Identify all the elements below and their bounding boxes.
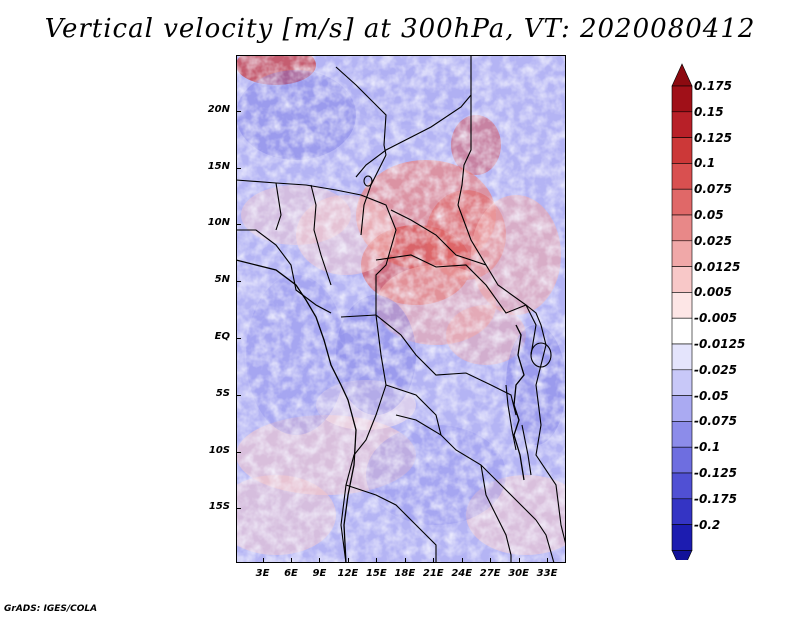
chart-title: Vertical velocity [m/s] at 300hPa, VT: 2… — [44, 14, 756, 44]
colorbar-segment — [671, 472, 693, 500]
colorbar-label: -0.125 — [694, 466, 737, 480]
lat-tick-label: 15N — [207, 160, 230, 172]
lon-tick-label: 24E — [451, 568, 473, 579]
lon-tick-mark — [490, 558, 492, 563]
colorbar-svg — [671, 63, 693, 560]
colorbar-label: -0.05 — [694, 388, 729, 403]
colorbar-label: -0.175 — [694, 491, 737, 506]
colorbar-label: -0.0125 — [694, 337, 746, 351]
lon-tick-label: 9E — [312, 568, 327, 579]
colorbar-label: 0.0125 — [694, 259, 741, 274]
map-canvas — [236, 55, 566, 563]
field-texture — [236, 55, 566, 563]
colorbar-segment — [671, 214, 693, 242]
colorbar-label: -0.075 — [694, 414, 737, 429]
lon-tick-label: 6E — [284, 568, 298, 579]
lat-tick-mark — [236, 281, 241, 283]
lat-tick-label: 10N — [207, 217, 230, 229]
lon-tick-label: 3E — [255, 568, 270, 579]
colorbar-segment — [671, 317, 693, 345]
lat-tick-label: 5N — [214, 274, 230, 286]
lat-tick-mark — [236, 451, 241, 453]
colorbar-segment — [671, 369, 693, 396]
lat-tick-mark — [236, 167, 241, 169]
lon-tick-label: 33E — [536, 568, 558, 579]
colorbar-label: -0.1 — [694, 440, 721, 455]
colorbar-label: -0.005 — [694, 311, 737, 326]
colorbar-segment — [671, 498, 693, 525]
lon-tick-mark — [347, 558, 349, 563]
colorbar-label: -0.025 — [694, 362, 737, 377]
colorbar-segment — [671, 395, 693, 422]
colorbar-segment — [671, 240, 693, 267]
colorbar-segment — [671, 446, 693, 474]
lon-tick-mark — [262, 558, 264, 563]
lon-tick-mark — [518, 558, 520, 563]
lat-tick-mark — [236, 110, 241, 112]
colorbar-segment — [671, 292, 693, 319]
lakes — [363, 175, 552, 476]
colorbar-label: -0.2 — [694, 517, 721, 532]
lat-tick-mark — [236, 224, 241, 226]
lat-tick-label: 5S — [215, 387, 230, 399]
colorbar-label: 0.175 — [694, 79, 732, 93]
lat-tick-label: 15S — [208, 501, 230, 513]
lat-tick-mark — [236, 508, 241, 510]
lon-tick-mark — [319, 558, 321, 563]
country-borders — [236, 55, 566, 563]
lon-tick-mark — [461, 558, 463, 563]
colorbar-label: 0.005 — [694, 285, 732, 300]
colorbar-label: 0.025 — [694, 233, 732, 248]
colorbar-segment — [671, 111, 693, 138]
colorbar-segment — [671, 524, 693, 551]
footer-credit: GrADS: IGES/COLA — [4, 604, 98, 614]
coastline — [236, 259, 525, 563]
colorbar-segment — [671, 163, 693, 190]
lat-tick-label: EQ — [214, 330, 230, 342]
colorbar-label: 0.15 — [694, 104, 724, 119]
lon-tick-label: 30E — [508, 568, 529, 579]
colorbar-label: 0.05 — [694, 208, 724, 222]
lat-tick-label: 10S — [208, 444, 230, 456]
colorbar-segment — [671, 85, 693, 113]
lon-tick-label: 18E — [394, 568, 416, 579]
lon-tick-label: 21E — [422, 568, 444, 579]
lon-tick-mark — [291, 558, 292, 563]
lat-tick-mark — [236, 394, 241, 396]
colorbar-label: 0.1 — [694, 156, 716, 171]
lon-tick-mark — [433, 558, 435, 563]
colorbar-label: 0.125 — [694, 130, 732, 145]
colorbar-segment — [671, 343, 693, 371]
lon-tick-label: 27E — [479, 568, 501, 579]
velocity-field-map — [236, 55, 566, 563]
lon-tick-label: 12E — [337, 568, 359, 579]
colorbar-segment — [671, 421, 693, 448]
colorbar-segment — [671, 188, 693, 216]
colorbar-segment — [671, 266, 693, 293]
lon-tick-mark — [404, 558, 406, 563]
lat-tick-label: 20N — [207, 103, 230, 115]
lon-tick-mark — [376, 558, 378, 563]
lon-tick-label: 15E — [365, 568, 387, 579]
lat-tick-mark — [236, 337, 241, 339]
colorbar-label: 0.075 — [694, 182, 732, 197]
lon-tick-mark — [547, 558, 549, 563]
colorbar-bottom-triangle — [671, 550, 693, 560]
colorbar-segment — [671, 137, 693, 164]
colorbar-top-triangle — [671, 63, 693, 87]
